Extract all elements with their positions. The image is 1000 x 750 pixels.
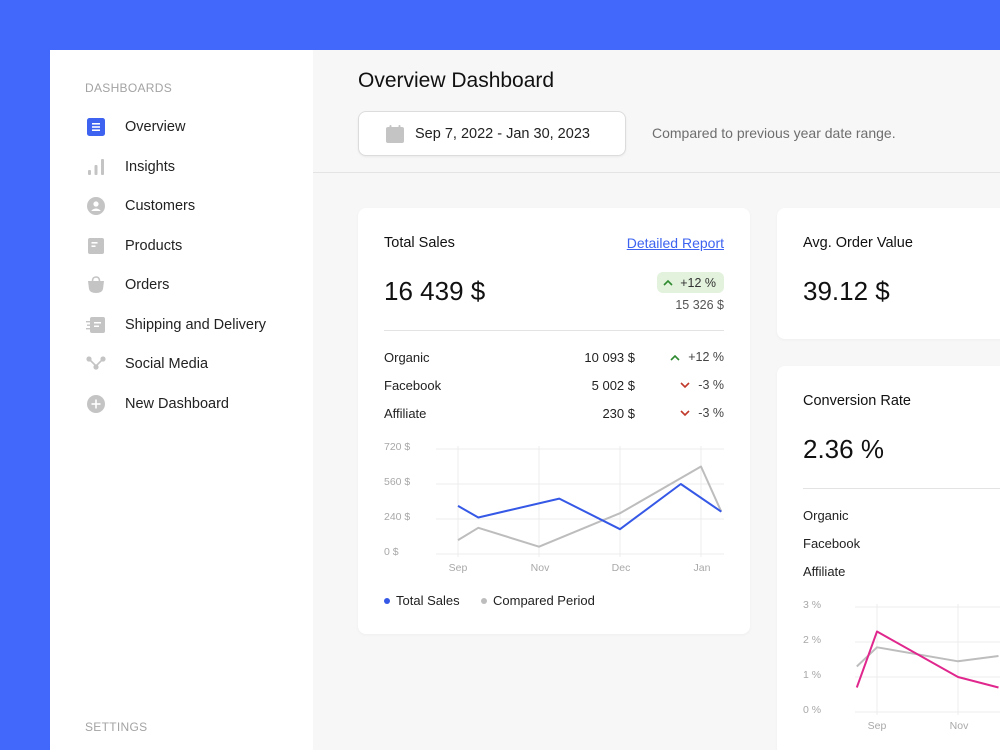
sidebar-item-label: Customers bbox=[125, 198, 196, 214]
conversion-rate-chart bbox=[855, 604, 1000, 715]
y-tick-label: 3 % bbox=[803, 599, 822, 611]
y-tick-label: 720 $ bbox=[384, 441, 411, 453]
sidebar-section-title: DASHBOARDS bbox=[85, 81, 173, 95]
legend-dot bbox=[481, 597, 487, 604]
breakdown-delta-text: -3 % bbox=[698, 378, 724, 392]
plus-circle-icon bbox=[85, 393, 107, 415]
y-tick-label: 0 $ bbox=[384, 546, 399, 558]
series-line-compared-period bbox=[457, 465, 723, 548]
divider bbox=[384, 330, 724, 331]
share-network-icon bbox=[85, 353, 107, 375]
card-title: Total Sales bbox=[384, 235, 455, 251]
arrow-up-icon bbox=[670, 354, 680, 361]
breakdown-delta-text: +12 % bbox=[688, 350, 724, 364]
list-doc-icon bbox=[85, 116, 107, 138]
sidebar-item-label: Social Media bbox=[125, 356, 209, 372]
date-range-picker[interactable]: Sep 7, 2022 - Jan 30, 2023 bbox=[358, 111, 626, 156]
arrow-down-icon bbox=[680, 381, 690, 389]
legend-dot bbox=[384, 597, 390, 604]
calendar-icon bbox=[386, 124, 404, 143]
x-tick-label: Nov bbox=[949, 720, 969, 732]
sidebar-item-insights[interactable]: Insights bbox=[85, 155, 175, 179]
detailed-report-link[interactable]: Detailed Report bbox=[626, 235, 724, 251]
avg-order-value: 39.12 $ bbox=[803, 276, 890, 306]
conversion-value: 2.36 % bbox=[803, 434, 884, 464]
sidebar-item-label: Products bbox=[125, 238, 183, 254]
conversion-rate-card: Conversion Rate 2.36 % Organic Facebook … bbox=[777, 366, 1000, 750]
avg-order-card: Avg. Order Value 39.12 $ bbox=[777, 208, 1000, 339]
breakdown-label: Facebook bbox=[803, 536, 861, 551]
total-sales-value: 16 439 $ bbox=[384, 276, 486, 306]
previous-value: 15 326 $ bbox=[675, 298, 724, 312]
breakdown-delta: -3 % bbox=[680, 378, 724, 392]
y-tick-label: 560 $ bbox=[384, 476, 411, 488]
x-tick-label: Dec bbox=[611, 562, 631, 574]
sidebar-item-products[interactable]: Products bbox=[85, 234, 182, 258]
series-line-total-sales bbox=[457, 483, 722, 531]
breakdown-delta-text: -3 % bbox=[698, 406, 724, 420]
sidebar-item-label: Insights bbox=[125, 159, 175, 175]
divider bbox=[803, 488, 1000, 489]
header-divider bbox=[313, 172, 1000, 173]
breakdown-delta: +12 % bbox=[670, 350, 724, 364]
sidebar-item-orders[interactable]: Orders bbox=[85, 273, 169, 297]
x-tick-label: Nov bbox=[530, 562, 550, 574]
legend-label: Compared Period bbox=[493, 593, 595, 608]
total-sales-card: Total Sales Detailed Report 16 439 $ +12… bbox=[358, 208, 750, 634]
bar-chart-icon bbox=[85, 156, 107, 178]
arrow-up-icon bbox=[663, 279, 673, 286]
sidebar-item-label: Overview bbox=[125, 119, 186, 135]
series-line-unnamed bbox=[856, 646, 999, 668]
sidebar-item-social-media[interactable]: Social Media bbox=[85, 352, 208, 376]
breakdown-label: Organic bbox=[384, 350, 430, 365]
app-window: DASHBOARDS Overview Insights Customers P… bbox=[50, 50, 1000, 750]
total-sales-chart bbox=[436, 446, 724, 557]
breakdown-label: Affiliate bbox=[803, 564, 846, 579]
breakdown-delta: -3 % bbox=[680, 406, 724, 420]
arrow-down-icon bbox=[680, 409, 690, 417]
x-tick-label: Sep bbox=[867, 720, 887, 732]
sidebar: DASHBOARDS Overview Insights Customers P… bbox=[50, 50, 313, 750]
legend-total-sales: Total Sales bbox=[384, 593, 460, 608]
user-circle-icon bbox=[85, 195, 107, 217]
compare-note: Compared to previous year date range. bbox=[652, 125, 896, 141]
date-range-text: Sep 7, 2022 - Jan 30, 2023 bbox=[415, 125, 590, 142]
sidebar-item-label: Orders bbox=[125, 277, 170, 293]
sidebar-item-label: Shipping and Delivery bbox=[125, 317, 267, 333]
y-tick-label: 240 $ bbox=[384, 511, 411, 523]
card-title: Conversion Rate bbox=[803, 393, 911, 409]
breakdown-value: 10 093 $ bbox=[584, 350, 635, 365]
x-tick-label: Sep bbox=[448, 562, 468, 574]
series-line-unnamed bbox=[855, 630, 999, 689]
document-icon bbox=[85, 235, 107, 257]
legend-compared-period: Compared Period bbox=[481, 593, 595, 608]
shopping-bag-icon bbox=[85, 274, 107, 296]
settings-section-title: SETTINGS bbox=[85, 720, 148, 734]
breakdown-label: Facebook bbox=[384, 378, 442, 393]
breakdown-value: 230 $ bbox=[602, 406, 635, 421]
card-title: Avg. Order Value bbox=[803, 235, 913, 251]
breakdown-label: Organic bbox=[803, 508, 849, 523]
breakdown-label: Affiliate bbox=[384, 406, 427, 421]
sidebar-item-label: New Dashboard bbox=[125, 396, 229, 412]
sidebar-item-new-dashboard[interactable]: New Dashboard bbox=[85, 392, 229, 416]
legend-label: Total Sales bbox=[396, 593, 460, 608]
y-tick-label: 0 % bbox=[803, 704, 822, 716]
change-badge: +12 % bbox=[657, 272, 724, 293]
sidebar-item-overview[interactable]: Overview bbox=[85, 115, 185, 139]
y-tick-label: 2 % bbox=[803, 634, 822, 646]
shipping-icon bbox=[85, 314, 107, 336]
y-tick-label: 1 % bbox=[803, 669, 822, 681]
change-badge-text: +12 % bbox=[680, 275, 716, 290]
page-title: Overview Dashboard bbox=[358, 69, 555, 92]
breakdown-value: 5 002 $ bbox=[591, 378, 635, 393]
x-tick-label: Jan bbox=[693, 562, 711, 574]
sidebar-item-shipping[interactable]: Shipping and Delivery bbox=[85, 313, 266, 337]
sidebar-item-customers[interactable]: Customers bbox=[85, 194, 195, 218]
